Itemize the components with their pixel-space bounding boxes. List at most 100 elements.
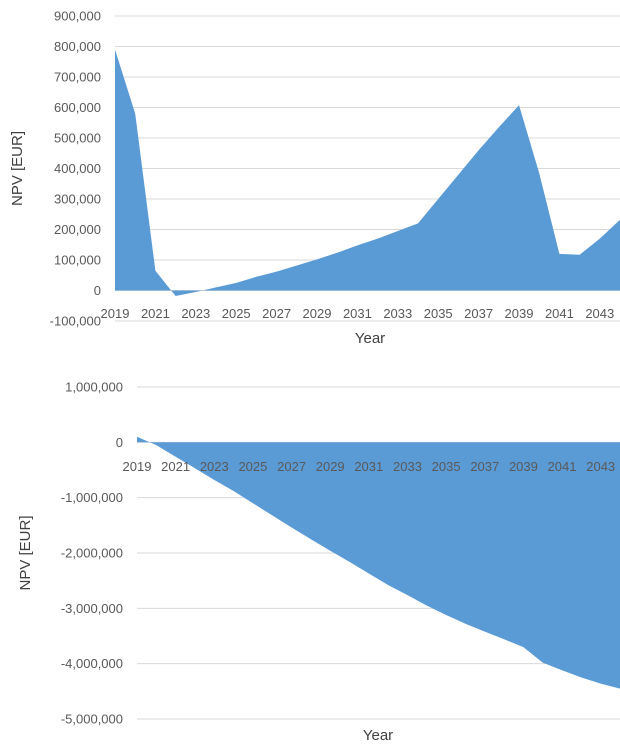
data-point [316, 258, 319, 261]
area-series [137, 436, 620, 689]
x-tick-label: 2039 [509, 459, 538, 474]
data-point [464, 622, 467, 625]
data-point [387, 584, 390, 587]
data-point [518, 104, 521, 107]
data-point [136, 435, 139, 438]
data-point [271, 514, 274, 517]
y-tick-label: 200,000 [54, 222, 101, 237]
y-tick-label: 700,000 [54, 70, 101, 85]
data-point [445, 614, 448, 617]
data-point [235, 281, 238, 284]
x-tick-label: 2023 [181, 306, 210, 321]
data-point [336, 251, 339, 254]
x-tick-label: 2025 [222, 306, 251, 321]
y-tick-label: 1,000,000 [65, 380, 123, 395]
x-tick-label: 2029 [303, 306, 332, 321]
npv-chart-top: -100,000 0 100,000 200,000 300,000 400,000 500… [9, 9, 620, 347]
x-tick-label: 2027 [277, 459, 306, 474]
data-point [213, 479, 216, 482]
x-tick-label: 2031 [343, 306, 372, 321]
x-tick-label: 2025 [238, 459, 267, 474]
x-tick-label: 2033 [393, 459, 422, 474]
data-point [275, 270, 278, 273]
data-point [356, 244, 359, 247]
data-point [194, 291, 197, 294]
x-tick-label: 2039 [505, 306, 534, 321]
x-tick-label: 2021 [141, 306, 170, 321]
x-tick-label: 2037 [470, 459, 499, 474]
data-point [194, 467, 197, 470]
y-tick-label: 400,000 [54, 161, 101, 176]
data-point [578, 253, 581, 256]
data-point [154, 269, 157, 272]
y-tick-label: -4,000,000 [61, 656, 123, 671]
data-point [522, 646, 525, 649]
x-tick-label: 2021 [161, 459, 190, 474]
x-tick-label: 2035 [432, 459, 461, 474]
data-point [376, 237, 379, 240]
data-point [580, 676, 583, 679]
y-tick-label: 800,000 [54, 39, 101, 54]
x-tick-label: 2029 [316, 459, 345, 474]
y-tick-label: 900,000 [54, 9, 101, 24]
x-tick-label: 2043 [586, 459, 615, 474]
data-point [503, 638, 506, 641]
x-tick-label: 2041 [548, 459, 577, 474]
data-point [134, 112, 137, 115]
data-point [290, 526, 293, 529]
y-tick-label: -3,000,000 [61, 601, 123, 616]
data-point [417, 222, 420, 225]
data-point [437, 198, 440, 201]
x-tick-label: 2037 [464, 306, 493, 321]
y-tick-label: 0 [116, 435, 123, 450]
y-tick-label: 100,000 [54, 253, 101, 268]
y-tick-label: -2,000,000 [61, 546, 123, 561]
data-point [215, 286, 218, 289]
data-point [561, 669, 564, 672]
data-point [497, 126, 500, 129]
x-tick-label: 2027 [262, 306, 291, 321]
data-point [396, 230, 399, 233]
data-point [425, 604, 428, 607]
x-tick-label: 2033 [383, 306, 412, 321]
data-point [457, 173, 460, 176]
data-point [367, 572, 370, 575]
data-point [329, 549, 332, 552]
x-axis-title: Year [363, 727, 393, 744]
data-point [477, 149, 480, 152]
x-tick-label: 2041 [545, 306, 574, 321]
x-tick-label: 2019 [123, 459, 152, 474]
y-axis-title: NPV [EUR] [9, 131, 26, 206]
x-axis-ticks: 2019 2021 2023 2025 2027 2029 2031 2033 2035 2037… [101, 306, 615, 321]
data-point [255, 275, 258, 278]
y-tick-label: 600,000 [54, 100, 101, 115]
data-point [558, 252, 561, 255]
x-axis-title: Year [355, 330, 385, 347]
y-tick-label: -100,000 [50, 314, 101, 329]
y-tick-label: 500,000 [54, 131, 101, 146]
data-point [174, 455, 177, 458]
x-tick-label: 2043 [585, 306, 614, 321]
data-point [251, 502, 254, 505]
y-tick-label: -5,000,000 [61, 712, 123, 727]
data-point [599, 682, 602, 685]
data-point [114, 48, 117, 51]
y-axis-ticks: -5,000,000 -4,000,000 -3,000,000 -2,000,000… [61, 380, 123, 727]
x-tick-label: 2031 [354, 459, 383, 474]
data-point [295, 264, 298, 267]
y-tick-label: 0 [94, 283, 101, 298]
data-point [232, 490, 235, 493]
data-point [483, 630, 486, 633]
data-point [598, 237, 601, 240]
data-point [174, 295, 177, 298]
y-axis-ticks: -100,000 0 100,000 200,000 300,000 400,000 500… [50, 9, 101, 329]
x-tick-label: 2023 [200, 459, 229, 474]
y-tick-label: 300,000 [54, 192, 101, 207]
data-point [538, 172, 541, 175]
x-axis-ticks: 2019 2021 2023 2025 2027 2029 2031 2033 2035 2037… [123, 459, 616, 474]
x-tick-label: 2035 [424, 306, 453, 321]
area-series [115, 49, 620, 296]
data-point [155, 444, 158, 447]
data-point [309, 538, 312, 541]
